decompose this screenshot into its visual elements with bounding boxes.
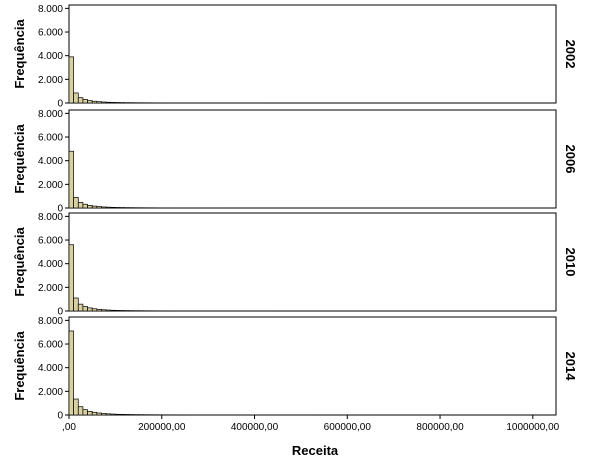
histogram-bar <box>68 150 74 209</box>
panels-group: 0 2.000 4.000 6.000 8.000 Frequência 2002 0 2.00… <box>12 4 578 422</box>
x-tick-label: 400000,00 <box>231 422 279 433</box>
histogram-bar <box>119 414 126 416</box>
y-tick-label: 4.000 <box>38 51 63 62</box>
histogram-bar <box>87 410 93 416</box>
y-tick-label: 6.000 <box>38 340 63 351</box>
strip-label-2006: 2006 <box>563 145 578 174</box>
histogram-bar <box>101 101 107 104</box>
y-tick-label: 8.000 <box>38 316 63 327</box>
x-tick-label: 600000,00 <box>324 422 372 433</box>
y-tick-label: 0 <box>57 204 63 215</box>
histogram-bar <box>73 398 79 416</box>
histogram-bar <box>110 206 116 209</box>
histogram-bar <box>68 330 74 416</box>
histogram-bar <box>105 309 112 312</box>
y-tick-label: 0 <box>57 99 63 110</box>
histogram-bar <box>110 413 116 416</box>
y-tick-label: 4.000 <box>38 363 63 374</box>
y-axis-title: Frequência <box>12 227 27 297</box>
histogram-bar <box>73 197 79 209</box>
x-axis-title: Receita <box>292 443 339 458</box>
histogram-bar <box>101 206 107 209</box>
y-tick-label: 4.000 <box>38 156 63 167</box>
histogram-bar <box>110 102 116 104</box>
y-tick-label: 8.000 <box>38 109 63 120</box>
strip-label-2014: 2014 <box>563 352 578 382</box>
histogram-bar <box>68 56 74 104</box>
strip-label-2010: 2010 <box>563 248 578 277</box>
panel-frame <box>68 316 557 416</box>
panel-2002: 0 2.000 4.000 6.000 8.000 Frequência 2002 <box>12 4 578 110</box>
histogram-bar <box>73 297 79 312</box>
histogram-bar <box>96 308 102 312</box>
panel-2014: 0 2.000 4.000 6.000 8.000 Frequência 2014 <box>12 316 578 422</box>
y-tick-label: 2.000 <box>38 283 63 294</box>
x-tick-label: 1000000,00 <box>506 422 559 433</box>
histogram-bar <box>82 306 88 312</box>
y-tick-label: 2.000 <box>38 180 63 191</box>
y-tick-label: 0 <box>57 411 63 422</box>
y-tick-label: 8.000 <box>38 212 63 223</box>
histogram-bar <box>110 309 116 312</box>
histogram-bar <box>101 309 107 312</box>
histogram-bar <box>105 413 112 416</box>
histogram-bar <box>91 100 98 104</box>
y-tick-label: 4.000 <box>38 259 63 270</box>
histogram-bar <box>96 412 102 416</box>
histogram-bar <box>96 206 102 209</box>
x-tick-label: ,00 <box>62 422 76 433</box>
histogram-bar <box>91 411 98 416</box>
x-axis: ,00 200000,00 400000,00 600000,00 800000,00 1… <box>62 415 560 433</box>
histogram-bar <box>115 310 121 312</box>
y-axis-title: Frequência <box>12 331 27 401</box>
y-tick-label: 6.000 <box>38 28 63 39</box>
panel-frame <box>68 212 557 312</box>
histogram-bar <box>105 206 112 209</box>
histogram-bar <box>87 307 93 312</box>
y-axis-title: Frequência <box>12 124 27 194</box>
y-axis-title: Frequência <box>12 19 27 89</box>
histogram-bar <box>96 101 102 104</box>
histogram-bar <box>73 92 79 104</box>
histogram-bar <box>68 244 74 312</box>
histogram-bar <box>115 207 121 209</box>
histogram-bar <box>87 100 93 104</box>
histogram-bar <box>87 205 93 209</box>
histogram-bar <box>82 203 88 209</box>
histogram-bar <box>77 303 84 312</box>
histogram-bar <box>124 414 130 416</box>
y-tick-label: 8.000 <box>38 4 63 15</box>
y-tick-label: 0 <box>57 307 63 318</box>
y-tick-label: 6.000 <box>38 133 63 144</box>
x-tick-label: 800000,00 <box>416 422 464 433</box>
x-tick-label: 200000,00 <box>138 422 186 433</box>
histogram-bar <box>115 413 121 416</box>
y-tick-label: 6.000 <box>38 236 63 247</box>
panel-2010: 0 2.000 4.000 6.000 8.000 Frequência 2010 <box>12 212 578 318</box>
histogram-bar <box>105 101 112 104</box>
histogram-bar <box>77 406 84 416</box>
histogram-bar <box>91 308 98 312</box>
histogram-bar <box>91 205 98 209</box>
histogram-bar <box>101 413 107 416</box>
strip-label-2002: 2002 <box>563 40 578 69</box>
histogram-bar <box>82 99 88 104</box>
histogram-bar <box>77 201 84 209</box>
panel-2006: 0 2.000 4.000 6.000 8.000 Frequência 2006 <box>12 109 578 215</box>
y-tick-label: 2.000 <box>38 75 63 86</box>
panel-frame <box>68 109 557 209</box>
histogram-bar <box>77 97 84 104</box>
y-tick-label: 2.000 <box>38 387 63 398</box>
panel-frame <box>68 4 557 104</box>
histogram-bar <box>82 409 88 416</box>
